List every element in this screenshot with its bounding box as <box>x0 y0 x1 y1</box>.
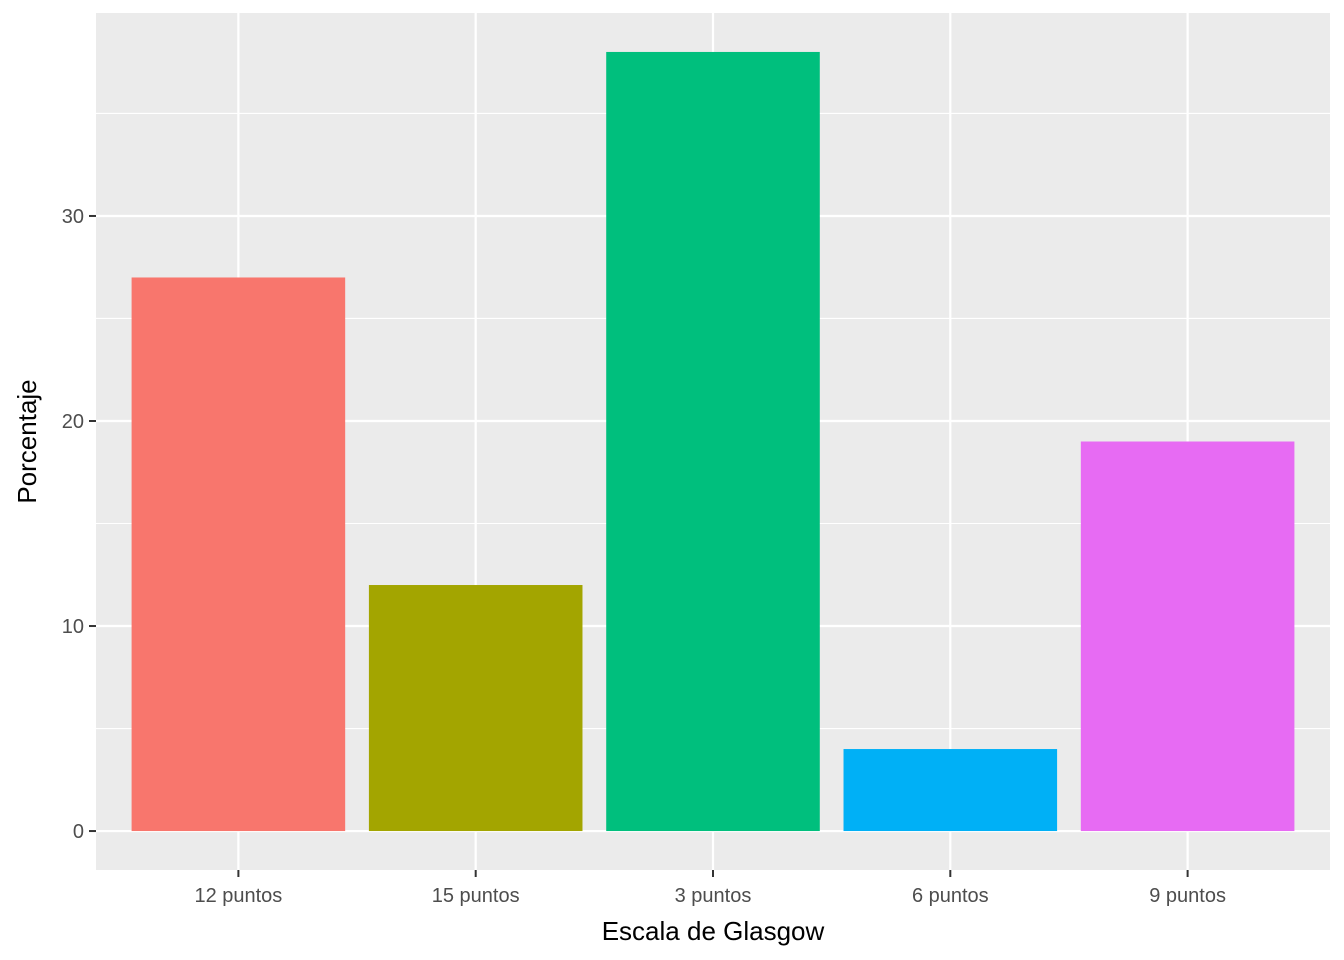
x-tick-label: 3 puntos <box>675 885 752 907</box>
bar-12-puntos <box>131 277 346 832</box>
y-tick-label: 10 <box>62 616 84 638</box>
bar-3-puntos <box>606 51 820 832</box>
x-tick-label: 15 puntos <box>432 885 520 907</box>
bar-6-puntos <box>843 749 1058 832</box>
y-tick-label: 30 <box>62 206 84 228</box>
y-tick-label: 0 <box>73 821 84 843</box>
x-tick-label: 12 puntos <box>194 885 282 907</box>
y-axis-title: Porcentaje <box>12 379 42 503</box>
y-axis-ticks: 0 10 20 30 <box>62 206 96 843</box>
bar-9-puntos <box>1080 441 1295 832</box>
y-tick-label: 20 <box>62 411 84 433</box>
x-axis-ticks: 12 puntos 15 puntos 3 puntos 6 puntos 9 punt… <box>194 870 1226 907</box>
x-tick-label: 6 puntos <box>912 885 989 907</box>
bars <box>131 51 1295 832</box>
bar-15-puntos <box>368 585 583 832</box>
x-axis-title: Escala de Glasgow <box>602 916 825 946</box>
x-tick-label: 9 puntos <box>1149 885 1226 907</box>
